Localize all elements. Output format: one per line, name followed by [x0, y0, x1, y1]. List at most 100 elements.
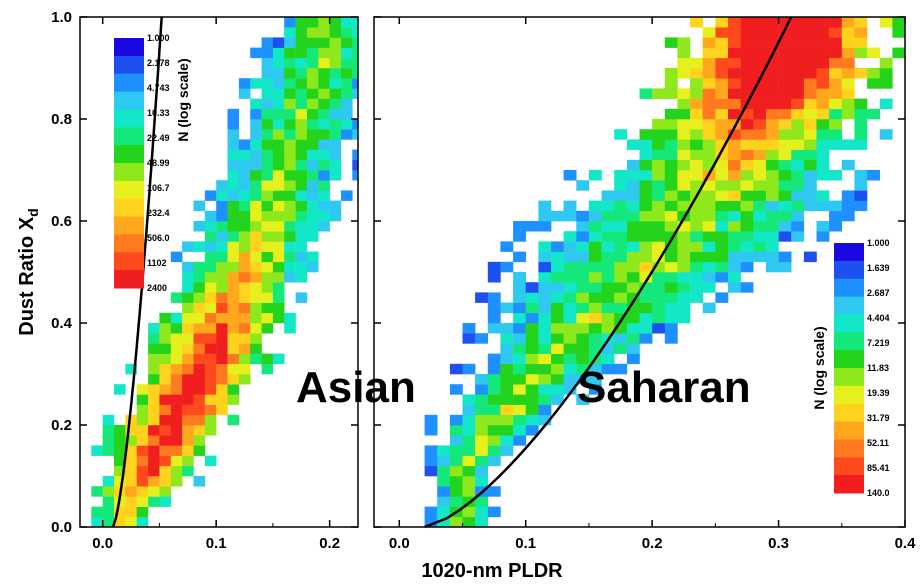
heatmap-cell: [272, 129, 285, 140]
heatmap-cell: [272, 221, 285, 232]
heatmap-cell: [318, 88, 330, 99]
heatmap-cell: [765, 88, 779, 99]
heatmap-cell: [261, 68, 274, 79]
heatmap-cell: [329, 57, 342, 69]
heatmap-cell: [227, 343, 240, 354]
heatmap-cell: [449, 496, 463, 507]
heatmap-cell: [91, 506, 103, 518]
heatmap-cell: [449, 425, 463, 436]
heatmap-cell: [867, 170, 880, 181]
heatmap-cell: [576, 302, 590, 314]
heatmap-cell: [114, 435, 126, 446]
heatmap-cell: [803, 17, 817, 28]
heatmap-cell: [740, 282, 754, 293]
heatmap-cell: [170, 414, 183, 426]
heatmap-cell: [125, 496, 137, 507]
heatmap-cell: [284, 272, 296, 283]
heatmap-cell: [778, 180, 792, 191]
heatmap-cell: [538, 343, 552, 354]
heatmap-cell: [740, 17, 754, 28]
heatmap-cell: [551, 241, 564, 252]
heatmap-cell: [487, 455, 501, 467]
heatmap-cell: [677, 119, 691, 130]
heatmap-cell: [462, 363, 476, 375]
heatmap-cell: [677, 88, 691, 99]
heatmap-cell: [462, 414, 476, 426]
heatmap-cell: [193, 312, 206, 324]
heatmap-cell: [170, 292, 183, 303]
heatmap-cell: [563, 292, 577, 303]
heatmap-cell: [538, 221, 552, 232]
heatmap-cell: [753, 200, 767, 212]
heatmap-cell: [879, 129, 893, 140]
heatmap-cell: [576, 312, 590, 324]
heatmap-cell: [136, 394, 149, 405]
heatmap-cell: [677, 302, 691, 314]
heatmap-cell: [437, 486, 451, 497]
heatmap-cell: [854, 27, 868, 38]
heatmap-cell: [462, 333, 476, 344]
heatmap-cell: [538, 363, 552, 375]
heatmap-cell: [639, 88, 653, 99]
heatmap-cell: [740, 261, 754, 273]
heatmap-cell: [690, 292, 703, 303]
heatmap-cell: [272, 251, 285, 263]
heatmap-cell: [91, 486, 103, 497]
heatmap-cell: [588, 363, 602, 375]
heatmap-cell: [715, 57, 729, 69]
heatmap-cell: [639, 180, 653, 191]
heatmap-cell: [114, 516, 126, 528]
heatmap-cell: [148, 476, 160, 487]
heatmap-cell: [690, 57, 703, 69]
heatmap-cell: [341, 37, 353, 48]
heatmap-cell: [702, 37, 716, 48]
heatmap-cell: [182, 292, 194, 303]
heatmap-cell: [728, 251, 741, 263]
heatmap-cell: [677, 261, 691, 273]
heatmap-cell: [614, 180, 628, 191]
heatmap-cell: [295, 139, 308, 150]
heatmap-cell: [690, 98, 703, 110]
colorbar-swatch: [834, 278, 864, 298]
heatmap-cell: [341, 47, 353, 59]
heatmap-cell: [829, 200, 842, 212]
heatmap-cell: [803, 149, 817, 161]
heatmap-cell: [664, 251, 678, 263]
heatmap-cell: [170, 312, 183, 324]
heatmap-cell: [778, 210, 792, 222]
heatmap-cell: [740, 190, 754, 201]
heatmap-cell: [114, 425, 126, 436]
heatmap-cell: [690, 272, 703, 283]
heatmap-cell: [238, 343, 251, 354]
colorbar-tick-label: 2.178: [147, 58, 170, 68]
heatmap-cell: [702, 119, 716, 130]
heatmap-cell: [753, 190, 767, 201]
heatmap-cell: [677, 190, 691, 201]
heatmap-cell: [295, 231, 308, 242]
heatmap-cell: [614, 282, 628, 293]
heatmap-cell: [513, 312, 526, 324]
heatmap-cell: [601, 353, 615, 365]
heatmap-cell: [728, 108, 741, 120]
heatmap-cell: [272, 139, 285, 150]
colorbar-tick-label: 52.11: [867, 438, 889, 448]
heatmap-cell: [702, 282, 716, 293]
heatmap-cell: [193, 323, 206, 334]
heatmap-cell: [261, 353, 274, 365]
heatmap-cell: [765, 139, 779, 150]
heatmap-cell: [854, 98, 868, 110]
heatmap-cell: [715, 119, 729, 130]
heatmap-cell: [500, 414, 514, 426]
heatmap-cell: [475, 435, 488, 446]
y-tick-label: 0.8: [51, 111, 72, 128]
heatmap-cell: [690, 129, 703, 140]
heatmap-cell: [614, 170, 628, 181]
heatmap-cell: [475, 374, 488, 385]
heatmap-cell: [728, 149, 741, 161]
heatmap-cell: [216, 292, 228, 303]
heatmap-cell: [238, 363, 251, 375]
heatmap-cell: [295, 108, 308, 120]
heatmap-cell: [841, 78, 855, 89]
heatmap-cell: [216, 343, 228, 354]
